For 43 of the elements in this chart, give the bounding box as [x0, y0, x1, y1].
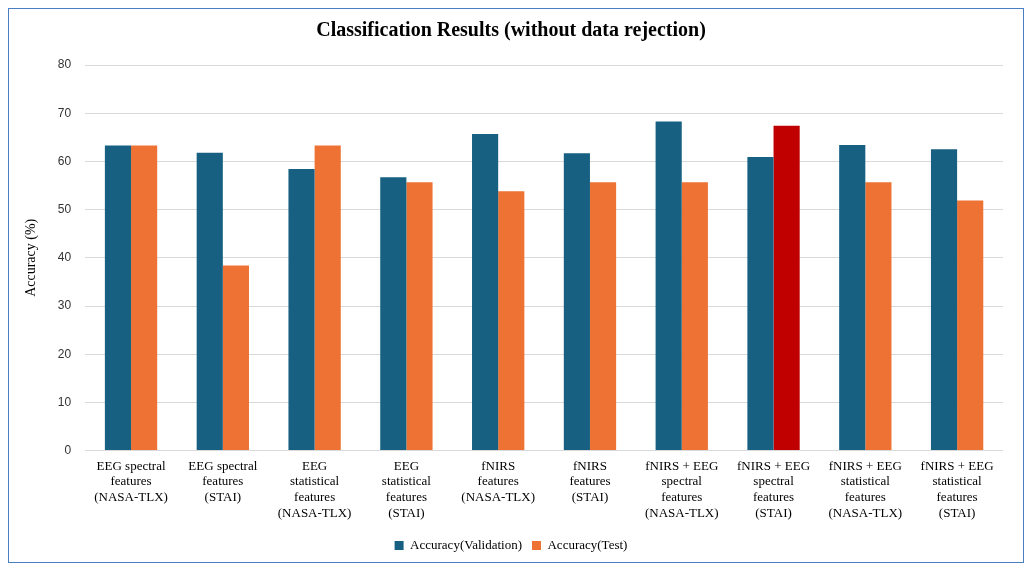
- x-tick-label: fNIRS + EEG statistical features (STAI): [920, 457, 994, 520]
- bar: [589, 182, 617, 451]
- chart-title: Classification Results (without data rejection): [316, 18, 706, 42]
- bar: [314, 145, 341, 451]
- x-tick-label: fNIRS features (NASA-TLX): [461, 457, 536, 505]
- y-tick-label: 0: [64, 442, 72, 457]
- y-tick-label: 30: [57, 298, 72, 313]
- y-tick-label: 50: [57, 201, 72, 216]
- x-tick-label: EEG statistical features (NASA-TLX): [277, 457, 352, 520]
- x-tick-label: fNIRS features (STAI): [569, 457, 611, 505]
- bar: [773, 125, 800, 451]
- bar: [655, 121, 682, 451]
- bar: [472, 133, 499, 451]
- y-tick-label: 80: [57, 57, 72, 72]
- legend-label: Accuracy(Validation): [410, 536, 522, 552]
- x-tick-label: fNIRS + EEG spectral features (STAI): [737, 457, 811, 520]
- x-tick-label: EEG statistical features (STAI): [381, 457, 432, 520]
- x-tick-label: EEG spectral features (STAI): [188, 457, 258, 505]
- bar: [406, 182, 433, 451]
- legend-label: Accuracy(Test): [547, 536, 628, 552]
- bar: [131, 145, 158, 451]
- bar: [288, 169, 315, 451]
- y-tick-label: 60: [57, 153, 72, 168]
- y-tick-label: 40: [57, 250, 72, 265]
- y-tick-label: 10: [57, 394, 72, 409]
- x-tick-label: fNIRS + EEG statistical features (NASA-TLX): [828, 457, 903, 520]
- bar: [681, 182, 708, 451]
- bar: [498, 191, 525, 451]
- bar: [957, 200, 984, 451]
- bar: [865, 182, 892, 451]
- y-tick-label: 20: [57, 346, 72, 361]
- bar: [222, 265, 249, 451]
- bar: [839, 145, 866, 451]
- bar: [563, 153, 590, 451]
- bar: [747, 157, 774, 451]
- bar: [380, 177, 407, 451]
- bar: [104, 145, 132, 451]
- bar: [196, 152, 223, 451]
- bar: [930, 149, 958, 451]
- x-tick-label: fNIRS + EEG spectral features (NASA-TLX): [644, 457, 719, 520]
- x-tick-label: EEG spectral features (NASA-TLX): [94, 457, 168, 505]
- y-axis-title: Accuracy (%): [23, 218, 40, 297]
- y-tick-label: 70: [57, 105, 72, 120]
